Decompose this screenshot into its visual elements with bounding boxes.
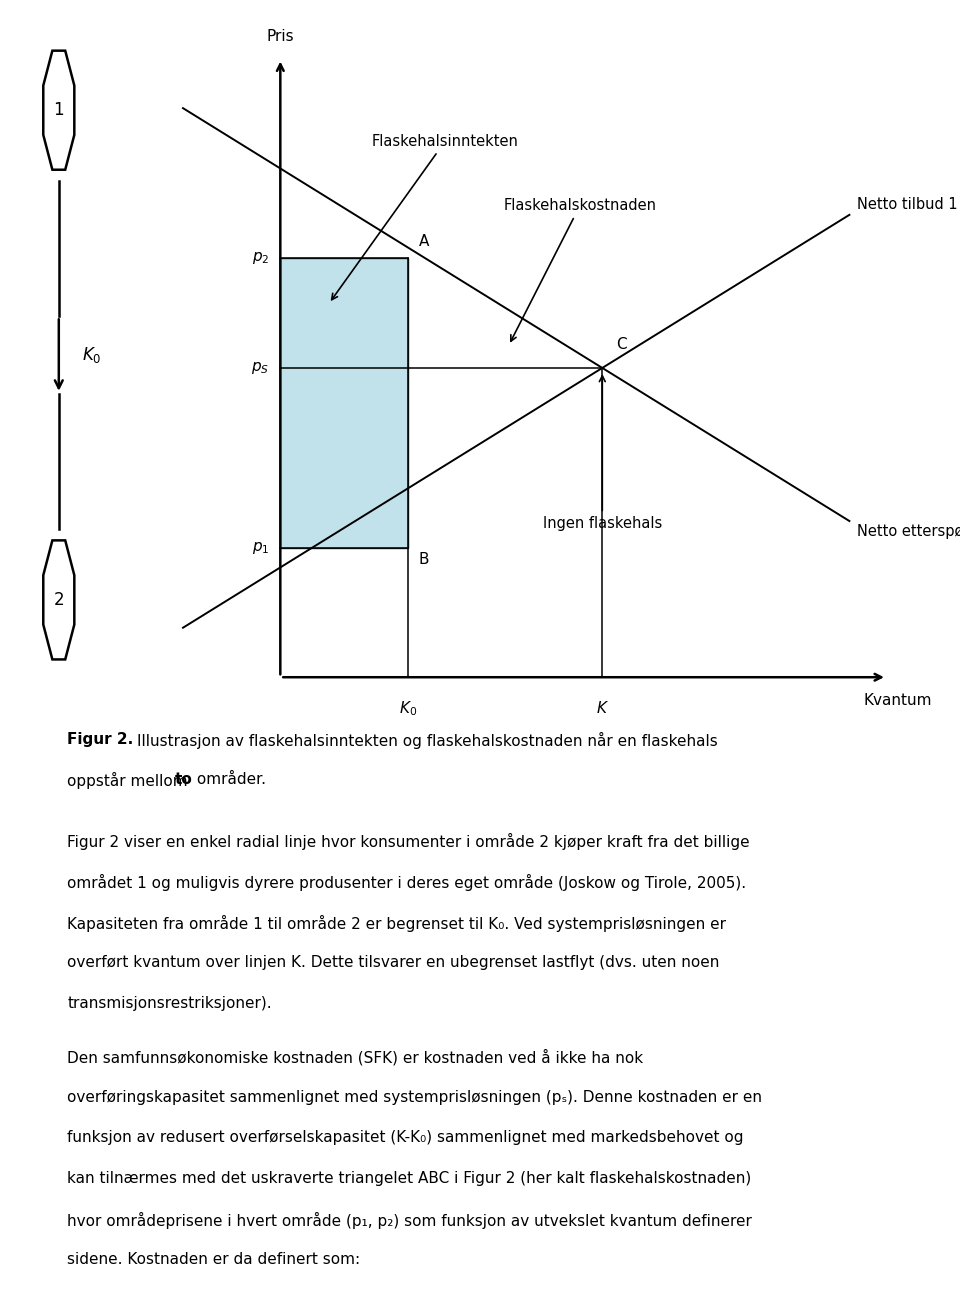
Text: $p_S$: $p_S$ [251, 360, 269, 376]
Text: $K$: $K$ [596, 700, 609, 715]
Text: Den samfunnsøkonomiske kostnaden (SFK) er kostnaden ved å ikke ha nok: Den samfunnsøkonomiske kostnaden (SFK) e… [67, 1049, 643, 1065]
Text: kan tilnærmes med det uskraverte triangelet ABC i Figur 2 (her kalt flaskehalsko: kan tilnærmes med det uskraverte triange… [67, 1172, 752, 1186]
Text: A: A [419, 234, 429, 249]
Text: C: C [615, 337, 627, 352]
Text: overføringskapasitet sammenlignet med systemprisløsningen (pₛ). Denne kostnaden : overføringskapasitet sammenlignet med sy… [67, 1090, 762, 1105]
Polygon shape [43, 540, 74, 659]
Text: 1: 1 [54, 101, 64, 120]
Text: oppstår mellom: oppstår mellom [67, 772, 193, 789]
Text: Pris: Pris [267, 29, 294, 45]
Text: $K_0$: $K_0$ [398, 700, 417, 718]
Text: Netto etterspørsel 2: Netto etterspørsel 2 [857, 525, 960, 539]
Polygon shape [280, 259, 408, 548]
Polygon shape [43, 51, 74, 170]
Text: funksjon av redusert overførselskapasitet (K-K₀) sammenlignet med markedsbehovet: funksjon av redusert overførselskapasite… [67, 1131, 744, 1145]
Text: Kvantum: Kvantum [864, 693, 932, 709]
Text: Flaskehalskostnaden: Flaskehalskostnaden [503, 199, 657, 342]
Text: overført kvantum over linjen K. Dette tilsvarer en ubegrenset lastflyt (dvs. ute: overført kvantum over linjen K. Dette ti… [67, 956, 720, 970]
Text: $p_1$: $p_1$ [252, 540, 269, 556]
Text: to: to [175, 772, 192, 788]
Text: Ingen flaskehals: Ingen flaskehals [542, 376, 662, 531]
Text: Netto tilbud 1: Netto tilbud 1 [857, 197, 957, 212]
Text: Figur 2.: Figur 2. [67, 731, 133, 747]
Text: områder.: områder. [192, 772, 266, 788]
Text: området 1 og muligvis dyrere produsenter i deres eget område (Joskow og Tirole, : området 1 og muligvis dyrere produsenter… [67, 874, 746, 892]
Text: Figur 2 viser en enkel radial linje hvor konsumenter i område 2 kjøper kraft fra: Figur 2 viser en enkel radial linje hvor… [67, 834, 750, 851]
Text: hvor områdeprisene i hvert område (p₁, p₂) som funksjon av utvekslet kvantum def: hvor områdeprisene i hvert område (p₁, p… [67, 1211, 752, 1228]
Text: B: B [419, 551, 429, 567]
Text: transmisjonsrestriksjoner).: transmisjonsrestriksjoner). [67, 995, 272, 1011]
Text: $p_2$: $p_2$ [252, 250, 269, 267]
Text: Flaskehalsinntekten: Flaskehalsinntekten [332, 134, 518, 300]
Text: Kapasiteten fra område 1 til område 2 er begrenset til K₀. Ved systemprisløsning: Kapasiteten fra område 1 til område 2 er… [67, 915, 726, 932]
Text: $K_0$: $K_0$ [83, 345, 102, 366]
Text: Illustrasjon av flaskehalsinntekten og flaskehalskostnaden når en flaskehals: Illustrasjon av flaskehalsinntekten og f… [137, 731, 718, 748]
Text: sidene. Kostnaden er da definert som:: sidene. Kostnaden er da definert som: [67, 1252, 360, 1268]
Text: 2: 2 [54, 590, 64, 609]
